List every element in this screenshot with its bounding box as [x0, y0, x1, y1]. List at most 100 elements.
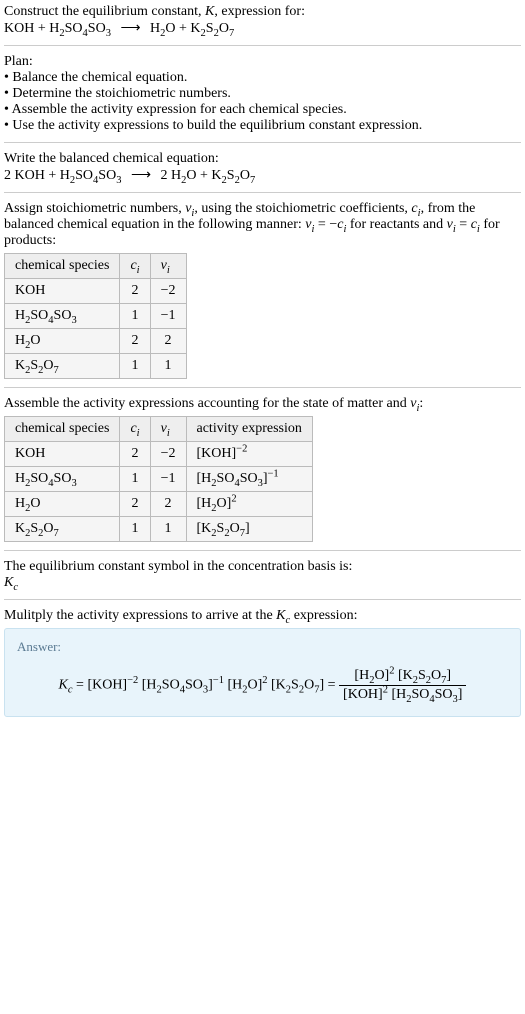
cell-species: KOH — [5, 279, 120, 304]
symbol-text: The equilibrium constant symbol in the c… — [4, 559, 521, 575]
table-header-row: chemical species ci νi — [5, 254, 187, 279]
sp: H — [60, 168, 70, 183]
coef: 2 — [4, 168, 15, 183]
plan-item: Determine the stoichiometric numbers. — [4, 86, 521, 102]
balanced: Write the balanced chemical equation: 2 … — [4, 151, 521, 184]
t: : — [419, 396, 423, 411]
divider — [4, 142, 521, 143]
assign-text: Assign stoichiometric numbers, νi, using… — [4, 201, 521, 249]
sub: i — [167, 428, 170, 439]
th-ci: ci — [120, 417, 150, 442]
kc: K — [276, 608, 285, 623]
table-row: KOH 2 −2 — [5, 279, 187, 304]
th-ci: ci — [120, 254, 150, 279]
sub: i — [137, 428, 140, 439]
cell-species: K2S2O7 — [5, 517, 120, 542]
symbol-section: The equilibrium constant symbol in the c… — [4, 559, 521, 591]
equation-unbalanced: KOH + H2SO4SO3 ⟶ H2O + K2S2O7 — [4, 21, 234, 36]
exp: 2 — [262, 675, 267, 686]
plan: Plan: Balance the chemical equation. Det… — [4, 54, 521, 134]
exp: 2 — [389, 665, 394, 676]
th-nui: νi — [150, 417, 186, 442]
cell-ci: 1 — [120, 517, 150, 542]
cell-activity: [K2S2O7] — [186, 517, 312, 542]
intro-text-b: , expression for: — [214, 4, 305, 19]
kc: K — [4, 575, 13, 590]
denominator: [KOH]2 [H2SO4SO3] — [339, 686, 466, 704]
eq: = − — [314, 217, 337, 232]
divider — [4, 192, 521, 193]
intro-text: Construct the equilibrium constant, — [4, 4, 205, 19]
plus: + — [45, 168, 60, 183]
fraction: [H2O]2 [K2S2O7][KOH]2 [H2SO4SO3] — [339, 667, 466, 704]
plus: + — [197, 168, 212, 183]
exp: −2 — [236, 443, 247, 454]
cell-species: H2O — [5, 492, 120, 517]
assemble-text: Assemble the activity expressions accoun… — [4, 396, 521, 412]
sp: S — [227, 168, 235, 183]
t: Mulitply the activity expressions to arr… — [4, 608, 276, 623]
cell-species: H2SO4SO3 — [5, 304, 120, 329]
equation-balanced: 2 KOH + H2SO4SO3 ⟶ 2 H2O + K2S2O7 — [4, 168, 255, 183]
plus: + — [34, 21, 49, 36]
eq: = — [456, 217, 471, 232]
sp: K — [211, 168, 221, 183]
cell-nui: −1 — [150, 467, 186, 492]
cell-nui: 1 — [150, 517, 186, 542]
cell-nui: −1 — [150, 304, 186, 329]
table-header-row: chemical species ci νi activity expressi… — [5, 417, 313, 442]
cell-nui: −2 — [150, 442, 186, 467]
sp: K — [190, 21, 200, 36]
table-row: H2O 2 2 — [5, 329, 187, 354]
sp: S — [206, 21, 214, 36]
cell-activity: [H2O]2 — [186, 492, 312, 517]
cell-activity: [KOH]−2 — [186, 442, 312, 467]
exp: −2 — [127, 675, 138, 686]
th-species: chemical species — [5, 417, 120, 442]
plan-list: Balance the chemical equation. Determine… — [4, 70, 521, 134]
plus: + — [176, 21, 191, 36]
plan-title: Plan: — [4, 54, 521, 70]
eq: = — [324, 678, 339, 693]
answer-label: Answer: — [17, 639, 508, 655]
sp: O — [165, 21, 175, 36]
sp: O — [240, 168, 250, 183]
divider — [4, 45, 521, 46]
sub: 3 — [106, 28, 111, 39]
sp: SO — [75, 168, 93, 183]
t: Assign stoichiometric numbers, — [4, 201, 185, 216]
cell-species: KOH — [5, 442, 120, 467]
divider — [4, 599, 521, 600]
cell-species: H2SO4SO3 — [5, 467, 120, 492]
t: , using the stoichiometric coefficients, — [194, 201, 411, 216]
activity-table: chemical species ci νi activity expressi… — [4, 416, 313, 542]
th-species: chemical species — [5, 254, 120, 279]
sp: H — [171, 168, 181, 183]
table-row: H2SO4SO3 1 −1 — [5, 304, 187, 329]
cell-ci: 2 — [120, 492, 150, 517]
exp: −1 — [268, 468, 279, 479]
eq: = — [73, 678, 88, 693]
sub: 3 — [116, 175, 121, 186]
sp: H — [150, 21, 160, 36]
cell-activity: [H2SO4SO3]−1 — [186, 467, 312, 492]
plan-item: Balance the chemical equation. — [4, 70, 521, 86]
t: Assemble the activity expressions accoun… — [4, 396, 410, 411]
answer-box: Answer: Kc = [KOH]−2 [H2SO4SO3]−1 [H2O]2… — [4, 628, 521, 717]
cell-ci: 2 — [120, 329, 150, 354]
th-activity: activity expression — [186, 417, 312, 442]
cell-nui: 2 — [150, 329, 186, 354]
sp: O — [186, 168, 196, 183]
divider — [4, 387, 521, 388]
exp: 2 — [231, 493, 236, 504]
sp: KOH — [15, 168, 45, 183]
exp: 2 — [383, 684, 388, 695]
cell-ci: 2 — [120, 442, 150, 467]
table-row: H2O 2 2 [H2O]2 — [5, 492, 313, 517]
t: expression: — [290, 608, 357, 623]
sub: i — [167, 265, 170, 276]
cell-nui: 1 — [150, 354, 186, 379]
arrow-icon: ⟶ — [125, 168, 157, 183]
plan-item: Assemble the activity expression for eac… — [4, 102, 521, 118]
table-row: K2S2O7 1 1 — [5, 354, 187, 379]
